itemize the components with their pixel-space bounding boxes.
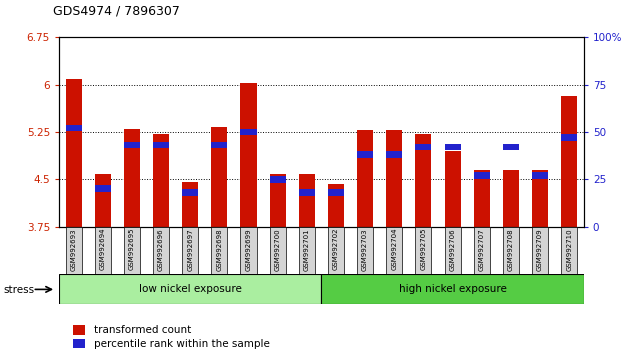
Bar: [474, 170, 490, 227]
Text: GSM992708: GSM992708: [508, 228, 514, 270]
Bar: [182, 189, 198, 196]
FancyBboxPatch shape: [328, 227, 344, 274]
Bar: [66, 125, 81, 131]
FancyBboxPatch shape: [299, 227, 315, 274]
Text: GSM992704: GSM992704: [391, 228, 397, 270]
Bar: [95, 185, 111, 192]
Bar: [357, 151, 373, 158]
Text: GSM992707: GSM992707: [479, 228, 485, 270]
Bar: [415, 144, 432, 150]
Bar: [153, 134, 169, 227]
FancyBboxPatch shape: [95, 227, 111, 274]
Bar: [211, 142, 227, 148]
Text: GSM992710: GSM992710: [566, 228, 572, 270]
FancyBboxPatch shape: [124, 227, 140, 274]
Bar: [270, 176, 286, 183]
Bar: [445, 151, 461, 227]
FancyBboxPatch shape: [211, 227, 227, 274]
Bar: [328, 189, 344, 196]
Bar: [445, 144, 461, 150]
Text: high nickel exposure: high nickel exposure: [399, 284, 507, 295]
Text: GSM992693: GSM992693: [71, 228, 76, 270]
Bar: [561, 96, 577, 227]
FancyBboxPatch shape: [415, 227, 432, 274]
Bar: [357, 130, 373, 227]
Bar: [386, 151, 402, 158]
Bar: [59, 274, 322, 304]
Text: GSM992697: GSM992697: [187, 228, 193, 270]
FancyBboxPatch shape: [474, 227, 490, 274]
Bar: [95, 174, 111, 227]
Legend: transformed count, percentile rank within the sample: transformed count, percentile rank withi…: [73, 325, 270, 349]
Bar: [299, 189, 315, 196]
Bar: [503, 144, 519, 150]
Text: GSM992695: GSM992695: [129, 228, 135, 270]
Bar: [240, 83, 256, 227]
Text: low nickel exposure: low nickel exposure: [138, 284, 242, 295]
FancyBboxPatch shape: [532, 227, 548, 274]
Bar: [561, 134, 577, 141]
FancyBboxPatch shape: [357, 227, 373, 274]
Bar: [182, 182, 198, 227]
Bar: [328, 184, 344, 227]
Bar: [474, 172, 490, 179]
Text: GSM992694: GSM992694: [100, 228, 106, 270]
Text: GSM992705: GSM992705: [420, 228, 427, 270]
Text: GSM992698: GSM992698: [216, 228, 222, 270]
Bar: [66, 79, 81, 227]
Text: GSM992699: GSM992699: [245, 228, 252, 270]
Text: GSM992696: GSM992696: [158, 228, 164, 270]
Bar: [322, 274, 584, 304]
FancyBboxPatch shape: [182, 227, 198, 274]
Bar: [299, 174, 315, 227]
FancyBboxPatch shape: [561, 227, 577, 274]
FancyBboxPatch shape: [445, 227, 461, 274]
FancyBboxPatch shape: [270, 227, 286, 274]
Bar: [532, 172, 548, 179]
Bar: [503, 170, 519, 227]
FancyBboxPatch shape: [153, 227, 169, 274]
Bar: [240, 129, 256, 135]
FancyBboxPatch shape: [240, 227, 256, 274]
Bar: [415, 134, 432, 227]
Text: GDS4974 / 7896307: GDS4974 / 7896307: [53, 5, 179, 18]
Bar: [270, 174, 286, 227]
Bar: [124, 129, 140, 227]
FancyBboxPatch shape: [386, 227, 402, 274]
Text: GSM992701: GSM992701: [304, 228, 310, 270]
Bar: [153, 142, 169, 148]
Bar: [211, 127, 227, 227]
Text: GSM992709: GSM992709: [537, 228, 543, 270]
FancyBboxPatch shape: [503, 227, 519, 274]
Text: GSM992706: GSM992706: [450, 228, 456, 270]
Text: GSM992703: GSM992703: [362, 228, 368, 270]
Bar: [386, 130, 402, 227]
Text: stress: stress: [3, 285, 34, 295]
Text: GSM992702: GSM992702: [333, 228, 339, 270]
FancyBboxPatch shape: [66, 227, 81, 274]
Text: GSM992700: GSM992700: [274, 228, 281, 270]
Bar: [532, 170, 548, 227]
Bar: [124, 142, 140, 148]
